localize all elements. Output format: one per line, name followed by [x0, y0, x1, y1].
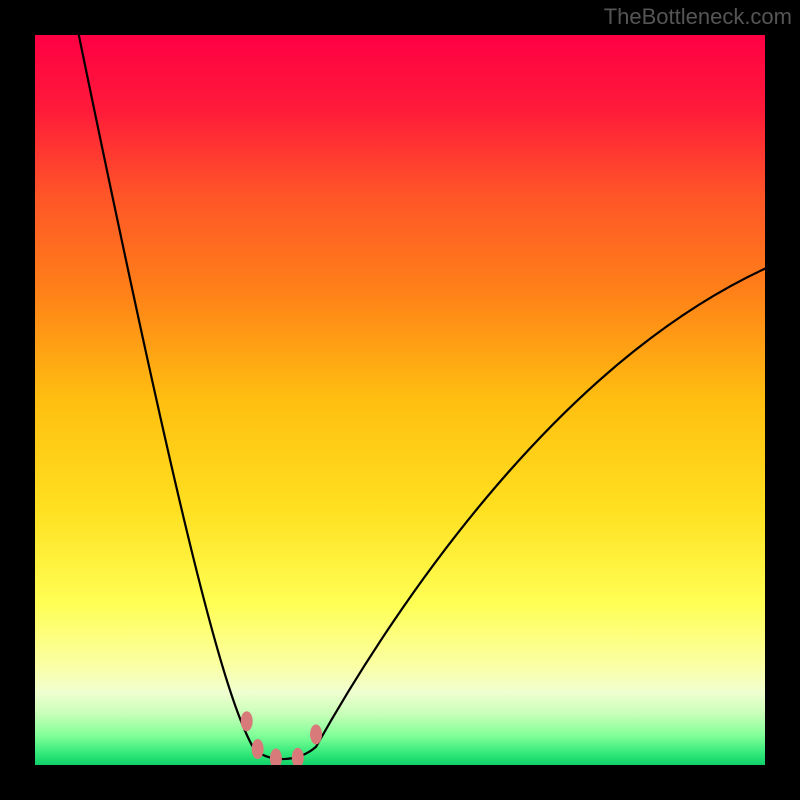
trough-marker [252, 739, 264, 759]
chart-root: TheBottleneck.com [0, 0, 800, 800]
watermark-text: TheBottleneck.com [604, 4, 792, 30]
trough-marker [310, 724, 322, 744]
trough-marker [241, 711, 253, 731]
gradient-background [35, 35, 765, 765]
plot-area [35, 35, 765, 765]
